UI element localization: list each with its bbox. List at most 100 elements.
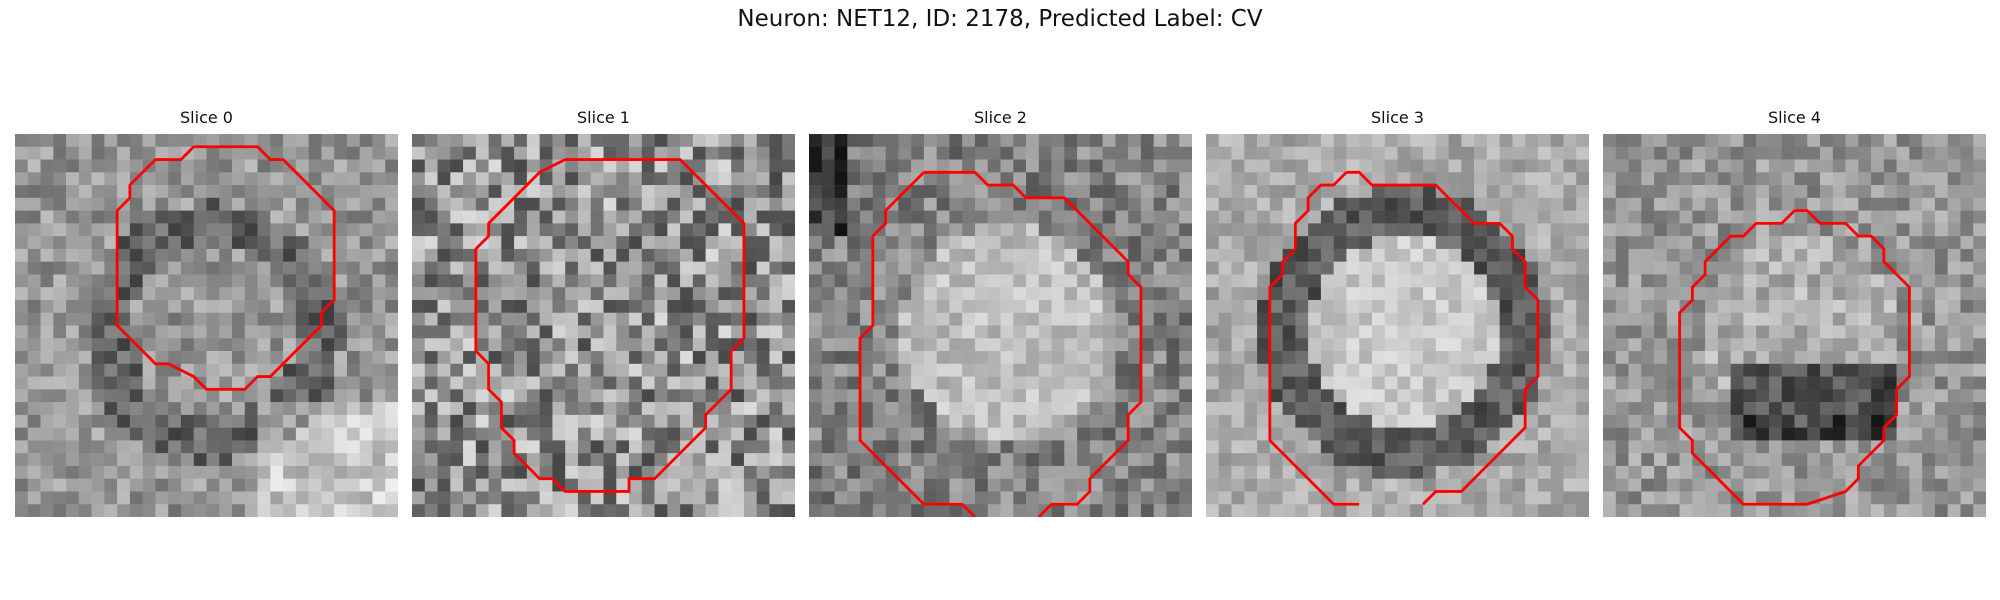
pixel	[283, 299, 297, 313]
pixel	[1384, 427, 1398, 441]
pixel	[1320, 338, 1334, 352]
pixel	[1563, 197, 1577, 211]
pixel	[1448, 389, 1462, 403]
pixel	[412, 236, 426, 250]
pixel	[1257, 261, 1271, 275]
pixel	[1576, 351, 1589, 365]
pixel	[1666, 274, 1680, 288]
pixel	[475, 427, 489, 441]
pixel	[847, 134, 861, 148]
pixel	[1486, 491, 1500, 505]
pixel	[1359, 389, 1373, 403]
pixel	[1333, 299, 1347, 313]
pixel	[1960, 363, 1974, 377]
pixel	[206, 261, 220, 275]
pixel	[1000, 325, 1014, 339]
pixel	[1179, 363, 1192, 377]
pixel	[321, 363, 335, 377]
pixel	[1359, 338, 1373, 352]
pixel	[66, 491, 80, 505]
pixel	[1244, 236, 1258, 250]
pixel	[1730, 363, 1744, 377]
pixel	[295, 261, 309, 275]
pixel	[782, 159, 795, 173]
pixel	[898, 402, 912, 416]
pixel	[641, 134, 655, 148]
pixel	[705, 134, 719, 148]
pixel	[1257, 185, 1271, 199]
pixel	[78, 312, 92, 326]
pixel	[334, 210, 348, 224]
pixel	[295, 299, 309, 313]
pixel	[680, 274, 694, 288]
pixel	[78, 287, 92, 301]
pixel	[219, 248, 233, 262]
pixel	[641, 159, 655, 173]
pixel	[1615, 223, 1629, 237]
pixel	[1051, 363, 1065, 377]
pixel	[1115, 261, 1129, 275]
pixel	[450, 236, 464, 250]
pixel	[1384, 414, 1398, 428]
pixel	[104, 478, 118, 492]
pixel	[692, 287, 706, 301]
pixel	[1282, 159, 1296, 173]
pixel	[911, 185, 925, 199]
pixel	[860, 389, 874, 403]
pixel	[66, 299, 80, 313]
pixel	[1563, 223, 1577, 237]
pixel	[1140, 363, 1154, 377]
pixel	[1909, 465, 1923, 479]
pixel	[577, 261, 591, 275]
pixel	[1231, 376, 1245, 390]
pixel	[488, 465, 502, 479]
pixel	[142, 210, 156, 224]
slice-title-3: Slice 3	[1371, 108, 1424, 127]
pixel	[847, 210, 861, 224]
pixel	[295, 491, 309, 505]
pixel	[1781, 351, 1795, 365]
pixel	[346, 465, 360, 479]
pixel	[437, 504, 451, 517]
pixel	[1628, 453, 1642, 467]
pixel	[654, 159, 668, 173]
pixel	[1410, 248, 1424, 262]
pixel	[552, 274, 566, 288]
pixel	[1244, 223, 1258, 237]
pixel	[1615, 134, 1629, 148]
pixel	[129, 376, 143, 390]
pixel	[705, 427, 719, 441]
pixel	[1179, 172, 1192, 186]
pixel	[463, 261, 477, 275]
pixel	[1973, 376, 1986, 390]
pixel	[1563, 478, 1577, 492]
pixel	[346, 172, 360, 186]
pixel	[1705, 504, 1719, 517]
pixel	[142, 312, 156, 326]
pixel	[898, 376, 912, 390]
pixel	[756, 287, 770, 301]
pixel	[1550, 274, 1564, 288]
pixel	[66, 440, 80, 454]
pixel	[1845, 134, 1859, 148]
pixel	[1064, 414, 1078, 428]
pixel	[1896, 146, 1910, 160]
pixel	[1896, 440, 1910, 454]
pixel	[359, 414, 373, 428]
pixel	[219, 504, 233, 517]
pixel	[1550, 185, 1564, 199]
pixel	[514, 351, 528, 365]
pixel	[526, 363, 540, 377]
pixel	[308, 351, 322, 365]
pixel	[1641, 325, 1655, 339]
pixel	[1666, 197, 1680, 211]
pixel	[1615, 453, 1629, 467]
pixel	[1603, 299, 1617, 313]
pixel	[1883, 465, 1897, 479]
pixel	[1448, 299, 1462, 313]
pixel	[1603, 197, 1617, 211]
pixel	[1563, 465, 1577, 479]
pixel	[1206, 236, 1220, 250]
pixel	[104, 261, 118, 275]
pixel	[514, 325, 528, 339]
